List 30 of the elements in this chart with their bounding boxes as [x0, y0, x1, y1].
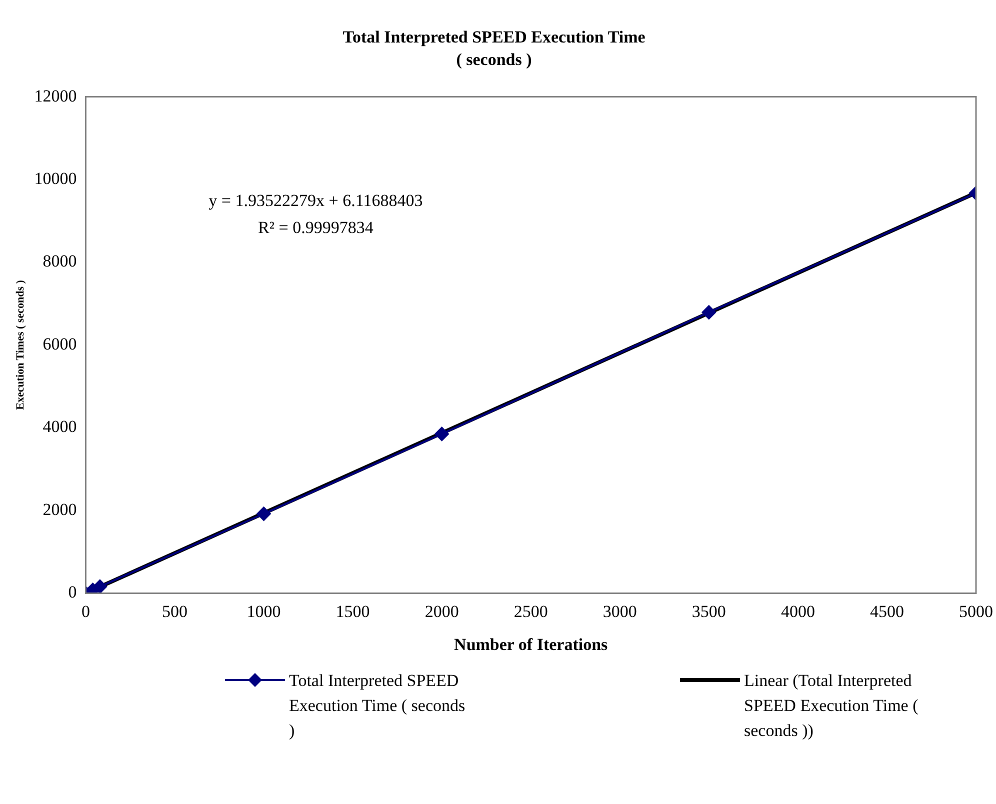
x-tick-label: 3500	[692, 602, 726, 621]
y-tick-label: 4000	[42, 417, 77, 436]
y-tick-label: 12000	[34, 86, 77, 106]
point	[92, 580, 107, 594]
x-tick-label: 2000	[424, 602, 459, 621]
x-tick-label: 2500	[514, 602, 548, 621]
y-tick-label: 8000	[42, 252, 77, 271]
point	[434, 426, 449, 441]
y-tick-label: 6000	[42, 334, 77, 354]
legend-label: Total Interpreted SPEED Execution Time ( seconds )	[289, 670, 466, 742]
point	[702, 305, 716, 320]
y-tick-label: 2000	[42, 500, 77, 519]
legend-label: Linear (Total Interpreted SPEED Execution Time ( seconds ))	[744, 670, 920, 742]
chart-title: Total Interpreted SPEED Execution Time	[342, 28, 646, 47]
x-tick-label: 4500	[870, 602, 904, 621]
x-tick-label: 5000	[959, 602, 993, 621]
point	[256, 506, 271, 521]
y-tick-label: 0	[68, 582, 77, 602]
x-tick-label: 0	[81, 602, 90, 621]
x-tick-label: 1500	[336, 602, 370, 621]
y-axis-title: Execution Times ( seconds )	[14, 280, 26, 410]
x-tick-label: 3000	[602, 602, 637, 621]
chart-subtitle: ( seconds )	[456, 50, 532, 69]
x-tick-label: 4000	[780, 602, 815, 621]
x-tick-label: 1000	[246, 602, 281, 621]
x-axis-title: Number of Iterations	[454, 635, 608, 654]
y-tick-label: 10000	[34, 169, 77, 188]
x-tick-label: 500	[162, 602, 188, 621]
annotation: R² = 0.99997834	[258, 218, 374, 237]
annotation: y = 1.93522279x + 6.11688403	[208, 190, 423, 210]
